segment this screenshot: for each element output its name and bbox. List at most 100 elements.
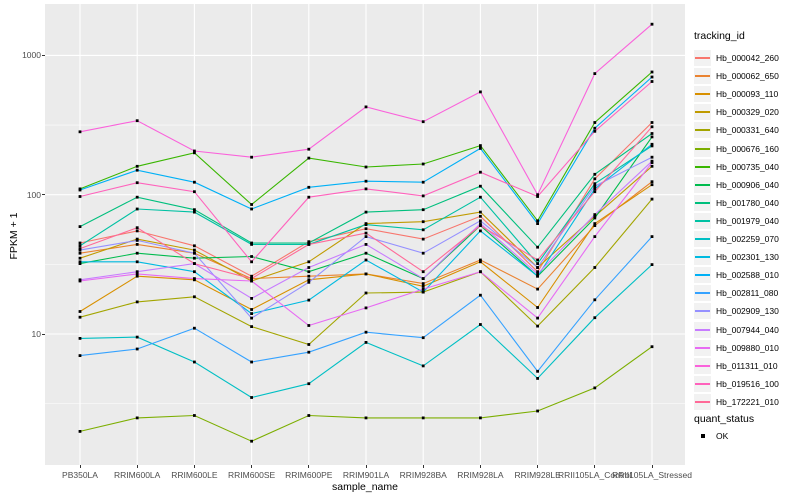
data-point — [536, 287, 539, 291]
data-point — [193, 190, 196, 194]
data-point — [536, 258, 539, 262]
legend-entry-Hb_007944_040: Hb_007944_040 — [694, 321, 779, 339]
data-point — [536, 272, 539, 276]
data-point — [421, 228, 425, 232]
data-point — [307, 185, 311, 189]
data-point — [479, 258, 482, 262]
data-point — [479, 170, 482, 174]
legend-key-box — [694, 231, 711, 247]
legend-key-box — [694, 375, 711, 392]
legend-label: Hb_002811_080 — [716, 288, 779, 299]
data-point — [78, 241, 82, 245]
data-point — [193, 360, 196, 364]
data-point — [421, 282, 425, 285]
legend-label: Hb_001979_040 — [716, 215, 779, 226]
legend-entry-Hb_002909_130: Hb_002909_130 — [694, 302, 779, 320]
x-tick-label: RRIM600LE — [171, 470, 218, 480]
data-point — [364, 231, 368, 235]
x-tick-mark — [422, 465, 424, 468]
data-point — [193, 210, 196, 214]
data-point — [250, 308, 253, 311]
data-point — [421, 162, 425, 166]
data-point — [593, 187, 597, 191]
x-tick-label: PB350LA — [62, 470, 98, 480]
legend-label: Hb_002301_130 — [716, 252, 779, 263]
data-point — [536, 262, 539, 265]
data-point — [250, 316, 253, 320]
y-tick-label: 10 — [31, 329, 41, 339]
x-tick-label: RRII105LA_Stressed — [612, 470, 692, 480]
data-point — [650, 121, 654, 124]
data-point — [250, 243, 253, 246]
legend-key-box — [694, 303, 711, 320]
data-point — [135, 239, 139, 242]
data-point — [479, 90, 482, 94]
data-point — [307, 147, 311, 151]
data-point — [479, 293, 482, 297]
legend-key-line-icon — [695, 400, 710, 403]
data-point — [307, 350, 311, 354]
data-point — [650, 80, 654, 83]
legend-key-line-icon — [695, 201, 710, 204]
data-point — [536, 306, 539, 309]
data-point — [421, 416, 425, 420]
x-axis-title: sample_name — [332, 481, 398, 493]
legend-label: Hb_000042_260 — [716, 53, 779, 63]
legend-key-line-icon — [695, 93, 710, 96]
data-point — [193, 277, 196, 280]
data-point — [135, 119, 139, 123]
legend-label: Hb_000676_160 — [716, 143, 779, 154]
data-point — [78, 248, 82, 252]
legend-entry-Hb_000331_640: Hb_000331_640 — [694, 121, 779, 139]
data-point — [650, 180, 654, 184]
data-point — [193, 149, 196, 153]
legend-entry-Hb_002811_080: Hb_002811_080 — [694, 284, 778, 302]
legend-label: Hb_000735_040 — [716, 161, 779, 172]
data-point — [593, 222, 597, 225]
legend-key-box — [694, 285, 711, 302]
data-point — [135, 335, 139, 339]
data-point — [135, 164, 139, 168]
data-point — [78, 315, 82, 319]
data-point — [78, 260, 82, 264]
x-tick-label: RRIM928BA — [399, 470, 447, 480]
legend-key-box — [694, 339, 711, 356]
legend-label: Hb_000329_020 — [716, 107, 779, 118]
data-point — [135, 195, 139, 199]
legend-key-line-icon — [695, 328, 710, 331]
legend-key-line-icon — [695, 256, 710, 259]
data-point — [135, 272, 139, 276]
data-point — [135, 168, 139, 172]
data-point — [479, 260, 482, 264]
legend-key-line-icon — [695, 292, 710, 295]
legend-entry-Hb_000735_040: Hb_000735_040 — [694, 158, 779, 176]
x-tick-label: RRIM600PE — [285, 470, 333, 480]
data-point — [307, 343, 311, 346]
data-point — [250, 277, 253, 280]
legend-key-box — [694, 393, 711, 410]
data-point — [536, 222, 539, 225]
legend-key-line-icon — [695, 364, 710, 367]
data-point — [364, 235, 368, 238]
y-tick-mark — [42, 333, 45, 335]
data-point — [250, 325, 253, 328]
quant-status-entry: OK — [694, 427, 728, 444]
data-point — [307, 298, 311, 302]
legend-entry-Hb_000093_110: Hb_000093_110 — [694, 85, 778, 103]
legend-key-box — [694, 86, 711, 103]
data-point — [250, 279, 253, 283]
data-point — [250, 207, 253, 211]
data-point — [421, 194, 425, 198]
legend-key-line-icon — [695, 219, 710, 222]
data-point — [650, 22, 654, 26]
x-tick-mark — [537, 465, 539, 468]
legend-key-line-icon — [695, 129, 710, 132]
data-point — [307, 274, 311, 278]
legend-entry-Hb_011311_010: Hb_011311_010 — [694, 357, 778, 375]
data-point — [364, 330, 368, 334]
legend-label: Hb_000331_640 — [716, 125, 779, 136]
legend-label: Hb_009880_010 — [716, 342, 779, 353]
data-point — [193, 208, 196, 212]
data-point — [479, 214, 482, 218]
